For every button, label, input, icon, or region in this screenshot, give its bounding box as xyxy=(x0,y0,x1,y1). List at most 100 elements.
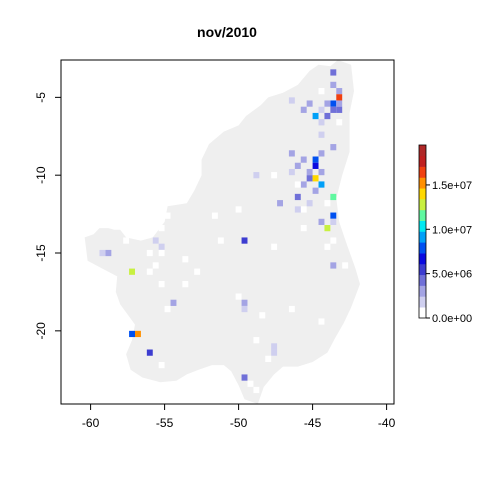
heatmap-cell xyxy=(158,243,165,250)
colorbar-segment xyxy=(419,209,426,221)
heatmap-cell xyxy=(194,268,201,275)
colorbar-segment xyxy=(419,177,426,189)
colorbar-segment xyxy=(419,188,426,200)
heatmap-cell xyxy=(300,106,307,113)
heatmap-cell xyxy=(129,268,135,275)
heatmap-cell xyxy=(318,218,325,225)
y-tick-label: -10 xyxy=(34,166,48,184)
heatmap-cell xyxy=(164,212,171,219)
heatmap-cell xyxy=(330,237,337,244)
heatmap-cell xyxy=(182,256,189,263)
heatmap-cell xyxy=(330,100,337,107)
heatmap-cell xyxy=(241,237,248,244)
x-tick-label: -55 xyxy=(156,416,174,430)
heatmap-cell xyxy=(306,168,313,176)
heatmap-cell xyxy=(324,112,331,120)
heatmap-cell xyxy=(158,361,165,369)
colorbar-segment xyxy=(419,307,426,319)
colorbar-tick-label: 0.0e+00 xyxy=(432,313,472,325)
heatmap-cell xyxy=(271,343,278,350)
heatmap-cell xyxy=(158,225,165,232)
x-tick-label: -50 xyxy=(230,416,248,430)
heatmap-cell xyxy=(105,249,112,257)
heatmap-cell xyxy=(336,100,343,107)
heatmap-cell xyxy=(330,212,337,219)
heatmap-cell xyxy=(271,349,278,356)
x-tick-label: -60 xyxy=(82,416,100,430)
heatmap-cell xyxy=(241,374,248,381)
heatmap-cell xyxy=(318,88,325,95)
colorbar-segment xyxy=(419,145,426,157)
y-tick-label: -20 xyxy=(34,322,48,340)
heatmap-cell xyxy=(318,181,325,188)
heatmap-cell xyxy=(235,293,242,300)
heatmap-cell xyxy=(259,312,266,319)
heatmap-cell xyxy=(336,106,343,113)
heatmap-cell xyxy=(330,81,337,89)
colorbar-segment xyxy=(419,274,426,286)
colorbar-segment xyxy=(419,242,426,254)
heatmap-cell xyxy=(235,206,242,213)
heatmap-cell xyxy=(146,249,153,257)
y-tick-label: -5 xyxy=(34,92,48,103)
colorbar-frame xyxy=(418,144,427,319)
heatmap-cell xyxy=(294,162,301,169)
heatmap-cell xyxy=(288,97,295,104)
plot-frame xyxy=(60,59,395,405)
colorbar-segment xyxy=(419,220,426,232)
heatmap-cell xyxy=(342,262,349,269)
heatmap-cell xyxy=(330,262,337,269)
colorbar-segment xyxy=(419,199,426,211)
heatmap-cell xyxy=(318,131,325,138)
heatmap-cell xyxy=(294,193,301,201)
heatmap-cell xyxy=(247,380,254,387)
x-tick-label: -45 xyxy=(304,416,322,430)
colorbar-segment xyxy=(419,231,426,243)
heatmap-cell xyxy=(300,206,307,213)
heatmap-cell xyxy=(318,106,325,113)
heatmap-cell xyxy=(330,144,337,151)
heatmap-cell xyxy=(99,249,106,257)
heatmap-cell xyxy=(318,168,325,176)
chart-title: nov/2010 xyxy=(197,24,257,40)
heatmap-cell xyxy=(318,119,325,126)
heatmap-cell xyxy=(336,119,343,126)
colorbar-tick-label: 1.5e+07 xyxy=(432,180,472,192)
heatmap-cell xyxy=(277,200,283,207)
map-layer xyxy=(84,60,360,404)
heatmap-cell xyxy=(129,330,135,338)
heatmap-cell xyxy=(312,162,319,169)
x-axis: -60 -55 -50 -45 -40 xyxy=(82,404,396,430)
heatmap-cell xyxy=(300,156,307,163)
heatmap-cell xyxy=(288,168,295,176)
heatmap-cell xyxy=(312,175,319,182)
heatmap-cell xyxy=(123,374,130,381)
heatmap-cell xyxy=(158,281,165,288)
heatmap-cell xyxy=(312,156,319,163)
heatmap-cell xyxy=(211,212,218,219)
heatmap-cell xyxy=(271,393,278,400)
colorbar-segment xyxy=(419,263,426,276)
x-tick-label: -40 xyxy=(378,416,396,430)
heatmap-cell xyxy=(324,243,331,250)
heatmap-cell xyxy=(306,100,313,107)
heatmap-cell xyxy=(253,172,260,179)
heatmap-cell xyxy=(271,243,278,250)
heatmap-cell xyxy=(294,206,301,213)
heatmap-cell xyxy=(164,305,171,313)
heatmap-cell xyxy=(318,150,325,157)
heatmap-cell xyxy=(300,181,307,188)
heatmap-cell xyxy=(253,337,260,344)
heatmap-cell xyxy=(312,187,319,194)
heatmap-cell xyxy=(324,225,331,232)
colorbar-segment xyxy=(419,285,426,297)
region-area xyxy=(84,60,360,404)
heatmap-cell xyxy=(135,330,141,338)
heatmap-cell xyxy=(312,112,319,120)
heatmap-cell xyxy=(123,237,130,244)
heatmap-cell xyxy=(271,172,278,179)
colorbar-segment xyxy=(419,253,426,265)
heatmap-cell xyxy=(288,150,295,157)
heatmap-cell xyxy=(146,268,153,275)
